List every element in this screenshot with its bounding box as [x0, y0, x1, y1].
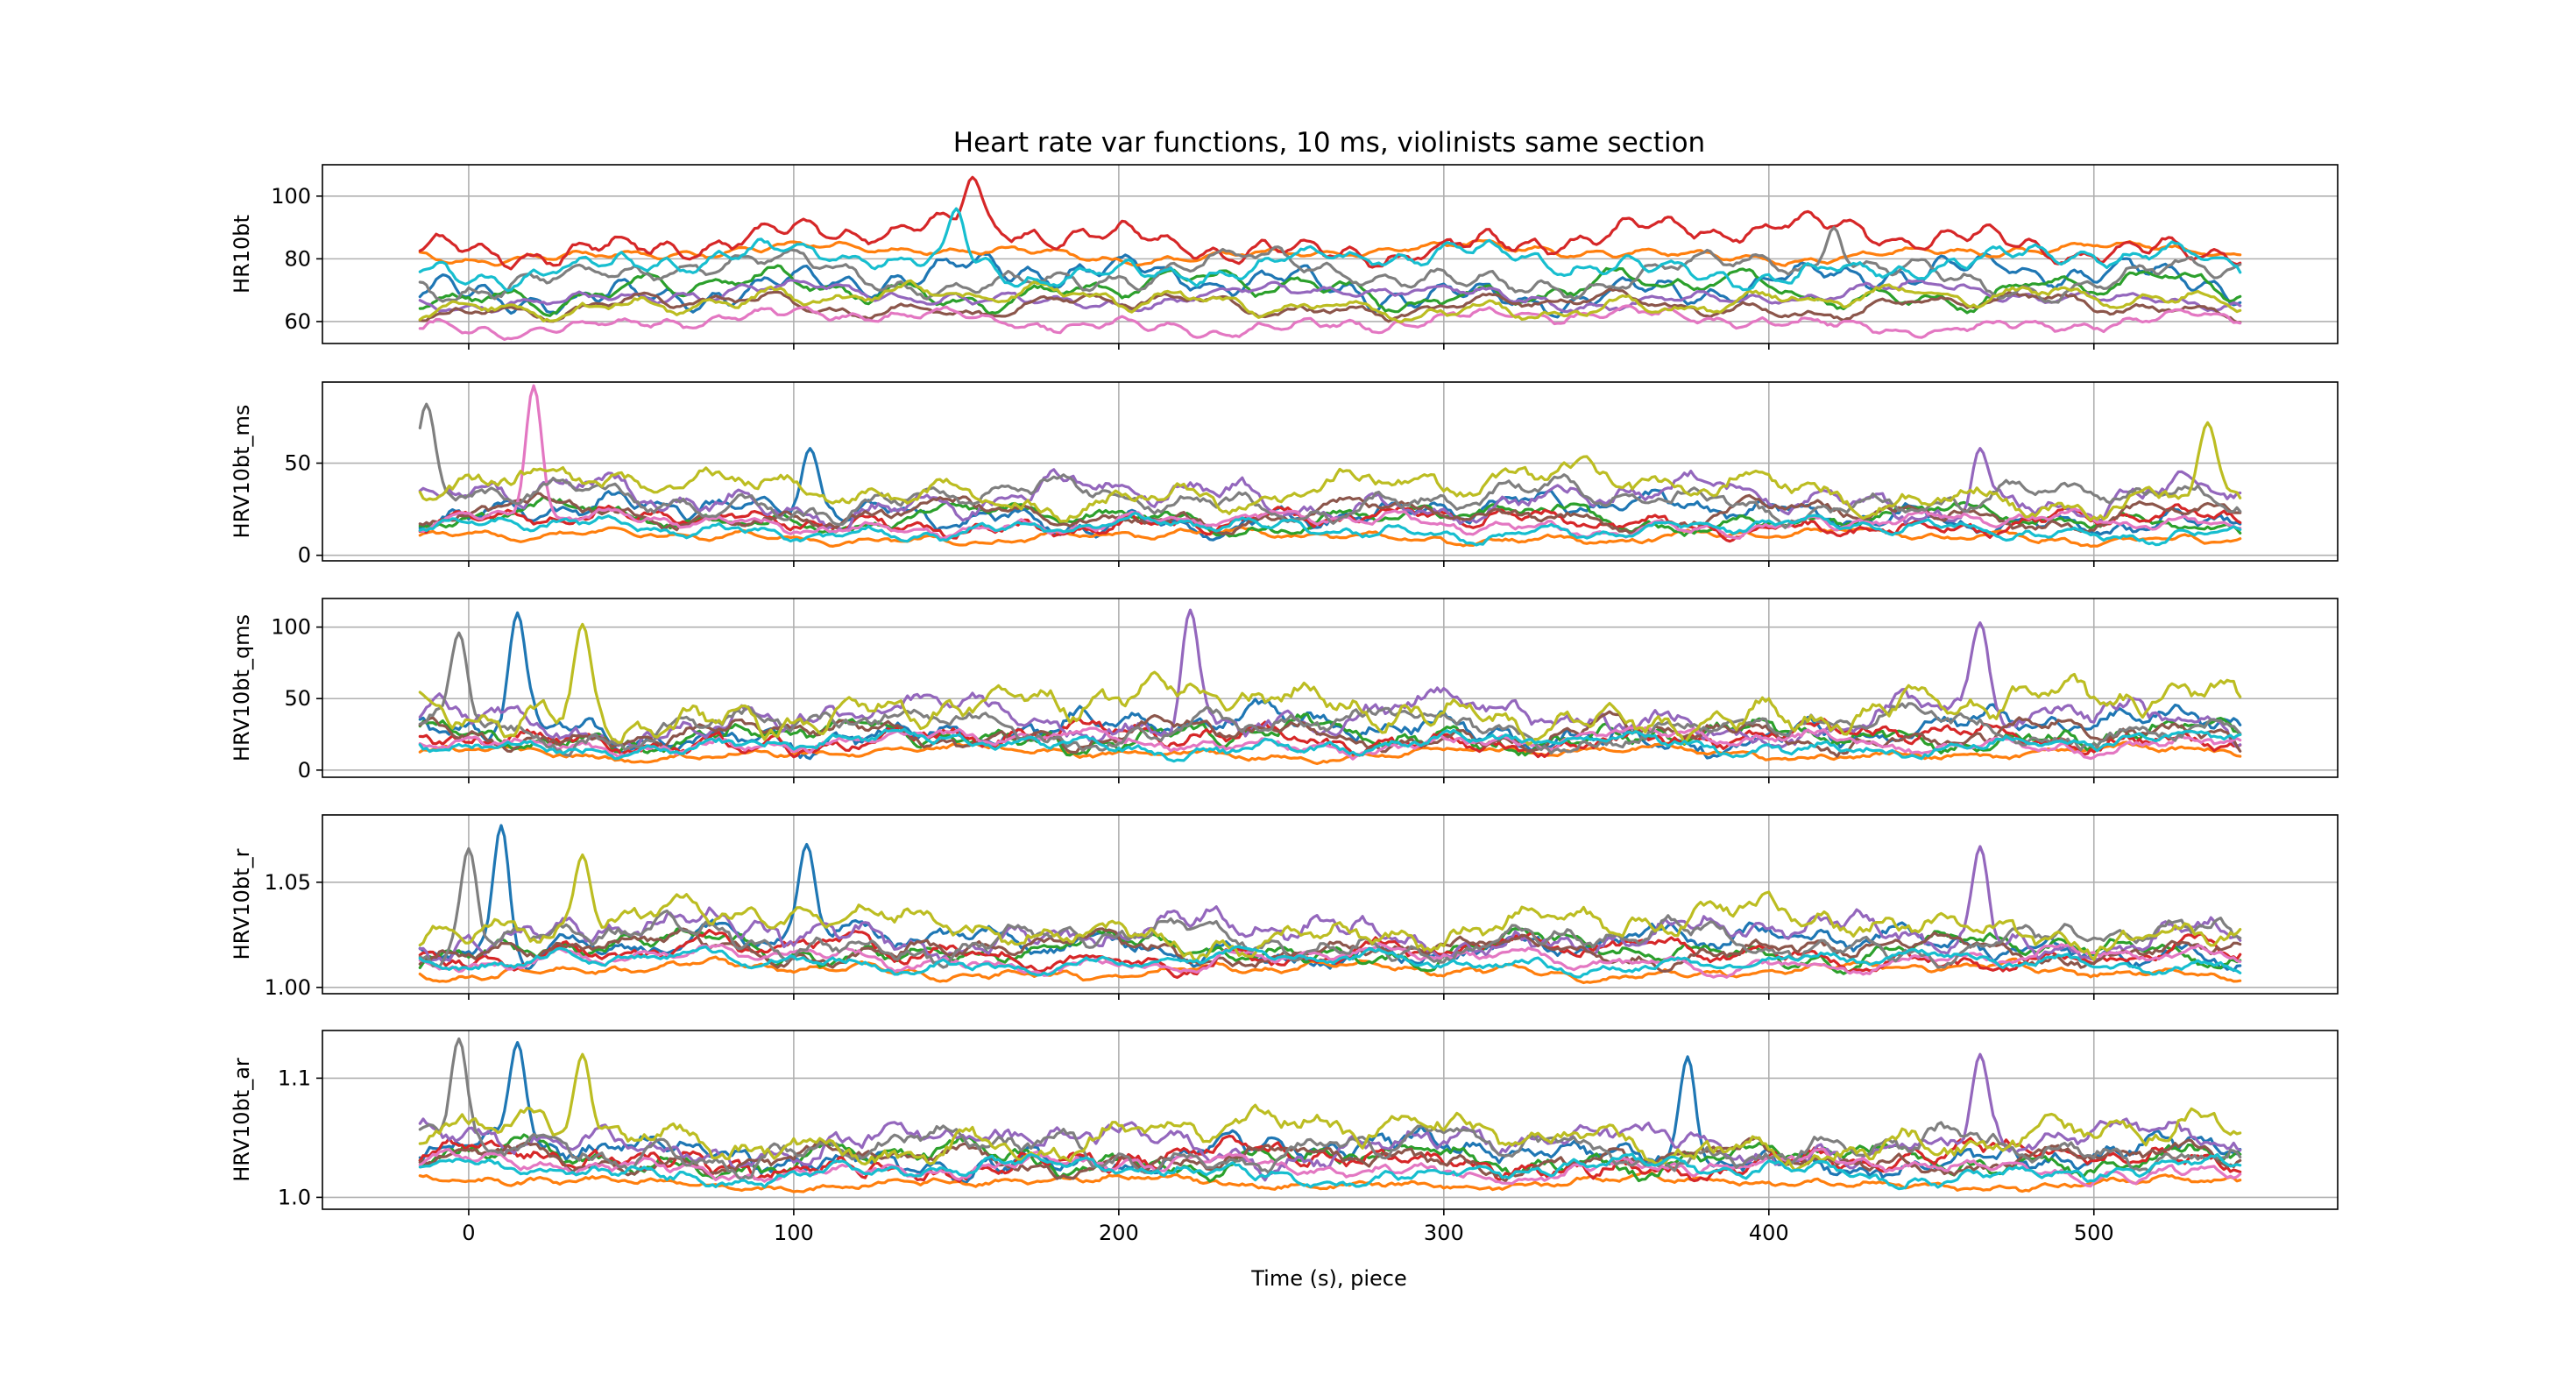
axes-frame [322, 381, 2339, 562]
y-axis-label: HR10bt [230, 215, 254, 294]
series-group [418, 1037, 2242, 1193]
series-line-2 [418, 740, 2242, 766]
y-tick-label: 60 [284, 309, 311, 334]
x-tick-label: 100 [774, 1221, 814, 1245]
series-line-3 [418, 1133, 2242, 1183]
y-tick-label: 100 [271, 184, 311, 209]
y-tick-label: 100 [271, 615, 311, 640]
series-group [418, 824, 2242, 985]
series-line-9 [418, 279, 2242, 323]
x-axis-label: Time (s), piece [1250, 1266, 1406, 1291]
y-tick-label: 50 [284, 451, 311, 476]
series-line-6 [418, 1136, 2242, 1183]
series-group [418, 608, 2242, 766]
y-tick-label: 0 [298, 758, 311, 783]
series-line-9 [418, 853, 2242, 962]
axes-frame [322, 814, 2339, 995]
x-tick-label: 300 [1424, 1221, 1464, 1245]
x-tick-label: 200 [1099, 1221, 1139, 1245]
series-line-3 [418, 926, 2242, 975]
subplot-stack: 60 80 100 HR10bt 0 50 HRV10bt_ms 0 50 100 HRV10bt_… [230, 164, 2339, 1245]
x-tick-label: 400 [1749, 1221, 1789, 1245]
y-tick-label: 1.00 [265, 975, 311, 1000]
subplot-2: 0 50 HRV10bt_ms [230, 381, 2339, 568]
axes-frame [322, 598, 2339, 778]
subplot-5: 1.0 1.1 0 100 200 300 400 500 HRV10bt_ar [230, 1030, 2339, 1245]
series-line-1 [418, 824, 2242, 973]
series-line-10 [418, 511, 2242, 547]
series-line-4 [418, 1134, 2242, 1183]
series-line-10 [418, 945, 2242, 979]
series-line-9 [418, 622, 2242, 747]
subplot-1: 60 80 100 HR10bt [230, 164, 2339, 350]
y-tick-label: 80 [284, 246, 311, 271]
subplot-4: 1.00 1.05 HRV10bt_r [230, 814, 2339, 1000]
y-axis-label: HRV10bt_ms [230, 405, 254, 539]
series-line-9 [418, 1052, 2242, 1172]
x-tick-label: 500 [2074, 1221, 2114, 1245]
series-line-2 [418, 526, 2242, 549]
y-axis-label: HRV10bt_qms [230, 614, 254, 761]
series-line-5 [418, 279, 2242, 314]
series-line-10 [418, 1152, 2242, 1191]
series-group [418, 384, 2242, 549]
subplot-3: 0 50 100 HRV10bt_qms [230, 598, 2339, 783]
series-line-8 [418, 226, 2242, 304]
series-line-4 [418, 175, 2242, 271]
axes-frame [322, 164, 2339, 344]
series-line-10 [418, 727, 2242, 763]
series-line-6 [418, 710, 2242, 758]
series-line-8 [418, 846, 2242, 969]
series-line-7 [418, 1147, 2242, 1188]
series-line-2 [418, 238, 2242, 267]
series-line-7 [418, 942, 2242, 979]
y-tick-label: 1.0 [278, 1185, 311, 1209]
chart-title: Heart rate var functions, 10 ms, violini… [953, 127, 1705, 159]
series-line-9 [418, 421, 2242, 523]
y-tick-label: 1.1 [278, 1066, 311, 1090]
series-line-10 [418, 207, 2242, 293]
y-tick-label: 0 [298, 543, 311, 568]
series-line-8 [418, 402, 2242, 529]
series-line-2 [418, 1171, 2242, 1193]
series-line-6 [418, 287, 2242, 324]
series-group [418, 175, 2242, 341]
series-line-8 [418, 1037, 2242, 1181]
y-tick-label: 50 [284, 686, 311, 711]
y-axis-label: HRV10bt_ar [230, 1058, 254, 1182]
series-line-5 [418, 608, 2242, 749]
x-tick-label: 0 [462, 1221, 475, 1245]
series-line-2 [418, 955, 2242, 985]
series-line-5 [418, 447, 2242, 533]
series-line-3 [418, 264, 2242, 317]
y-tick-label: 1.05 [265, 870, 311, 895]
series-line-6 [418, 927, 2242, 973]
axes-frame [322, 1030, 2339, 1210]
series-line-3 [418, 495, 2242, 538]
y-axis-label: HRV10bt_r [230, 848, 254, 960]
series-line-7 [418, 304, 2242, 341]
